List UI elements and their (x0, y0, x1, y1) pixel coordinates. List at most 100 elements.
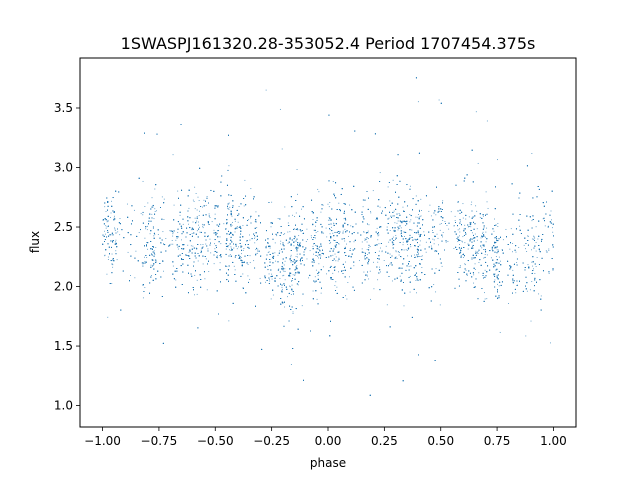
data-point (376, 227, 378, 229)
data-point (459, 231, 461, 233)
data-point (436, 233, 438, 235)
data-point (182, 248, 184, 250)
data-point (242, 225, 244, 227)
data-point (497, 223, 499, 224)
data-point (473, 238, 474, 239)
data-point (364, 256, 365, 258)
data-point (289, 285, 291, 287)
data-point (439, 304, 441, 306)
data-point (367, 230, 369, 232)
data-point (477, 162, 479, 164)
data-point (498, 285, 500, 287)
data-point (226, 266, 228, 267)
data-point (327, 203, 329, 205)
data-point (151, 213, 153, 215)
data-point (146, 257, 148, 258)
data-point (396, 258, 398, 259)
data-point (233, 265, 235, 267)
data-point (177, 190, 179, 192)
data-point (493, 247, 495, 249)
data-point (290, 254, 292, 256)
data-point (197, 221, 199, 223)
data-point (370, 298, 371, 300)
data-point (483, 227, 485, 229)
data-point (462, 254, 463, 256)
data-point (548, 249, 550, 251)
data-point (486, 298, 488, 300)
data-point (294, 237, 296, 239)
data-point (134, 277, 136, 279)
data-point (485, 191, 487, 193)
data-point (202, 244, 204, 245)
data-point (509, 248, 511, 250)
data-point (483, 249, 484, 250)
data-point (257, 252, 259, 254)
data-point (236, 248, 238, 250)
data-point (154, 234, 156, 236)
data-point (126, 203, 128, 205)
data-point (289, 231, 291, 233)
data-point (551, 219, 552, 221)
data-point (147, 248, 148, 250)
data-point (255, 211, 257, 213)
data-point (281, 288, 283, 290)
data-point (287, 242, 289, 244)
data-point (197, 196, 199, 198)
data-point (386, 226, 388, 228)
data-point (111, 253, 113, 255)
data-point (377, 235, 379, 237)
data-point (518, 246, 520, 248)
data-point (462, 257, 464, 258)
data-point (523, 244, 525, 246)
data-point (281, 148, 283, 150)
data-point (379, 206, 381, 208)
data-point (177, 231, 179, 233)
data-point (428, 210, 430, 212)
data-point (312, 245, 314, 247)
data-point (196, 230, 198, 232)
data-point (269, 247, 271, 249)
data-point (389, 253, 391, 255)
data-point (464, 264, 466, 266)
data-point (181, 239, 182, 241)
data-point (516, 262, 518, 263)
data-point (442, 220, 444, 221)
data-point (169, 230, 171, 232)
data-point (290, 294, 292, 295)
data-point (172, 233, 174, 235)
data-point (200, 249, 202, 251)
data-point (338, 257, 340, 259)
data-point (457, 210, 459, 212)
data-point (267, 265, 269, 267)
data-point (478, 272, 480, 274)
data-point (361, 241, 363, 243)
data-point (550, 210, 552, 212)
data-point (238, 227, 240, 228)
data-point (344, 228, 346, 230)
data-point (552, 245, 554, 247)
data-point (163, 219, 165, 220)
data-point (127, 251, 129, 253)
data-point (292, 313, 294, 314)
data-point (204, 278, 206, 280)
data-point (409, 185, 411, 187)
data-point (202, 263, 204, 265)
data-point (268, 273, 270, 275)
data-point (409, 214, 411, 215)
data-point (106, 226, 108, 228)
data-point (407, 205, 409, 207)
data-point (461, 240, 463, 242)
data-point (254, 237, 256, 239)
data-point (399, 252, 400, 253)
data-point (232, 221, 233, 223)
data-point (379, 247, 381, 249)
data-point (283, 264, 285, 266)
data-point (387, 186, 389, 188)
data-point (536, 257, 538, 258)
data-point (247, 263, 249, 265)
data-point (290, 261, 292, 263)
data-point (284, 270, 286, 272)
data-point (538, 293, 540, 295)
data-point (372, 190, 374, 192)
data-point (494, 279, 496, 281)
